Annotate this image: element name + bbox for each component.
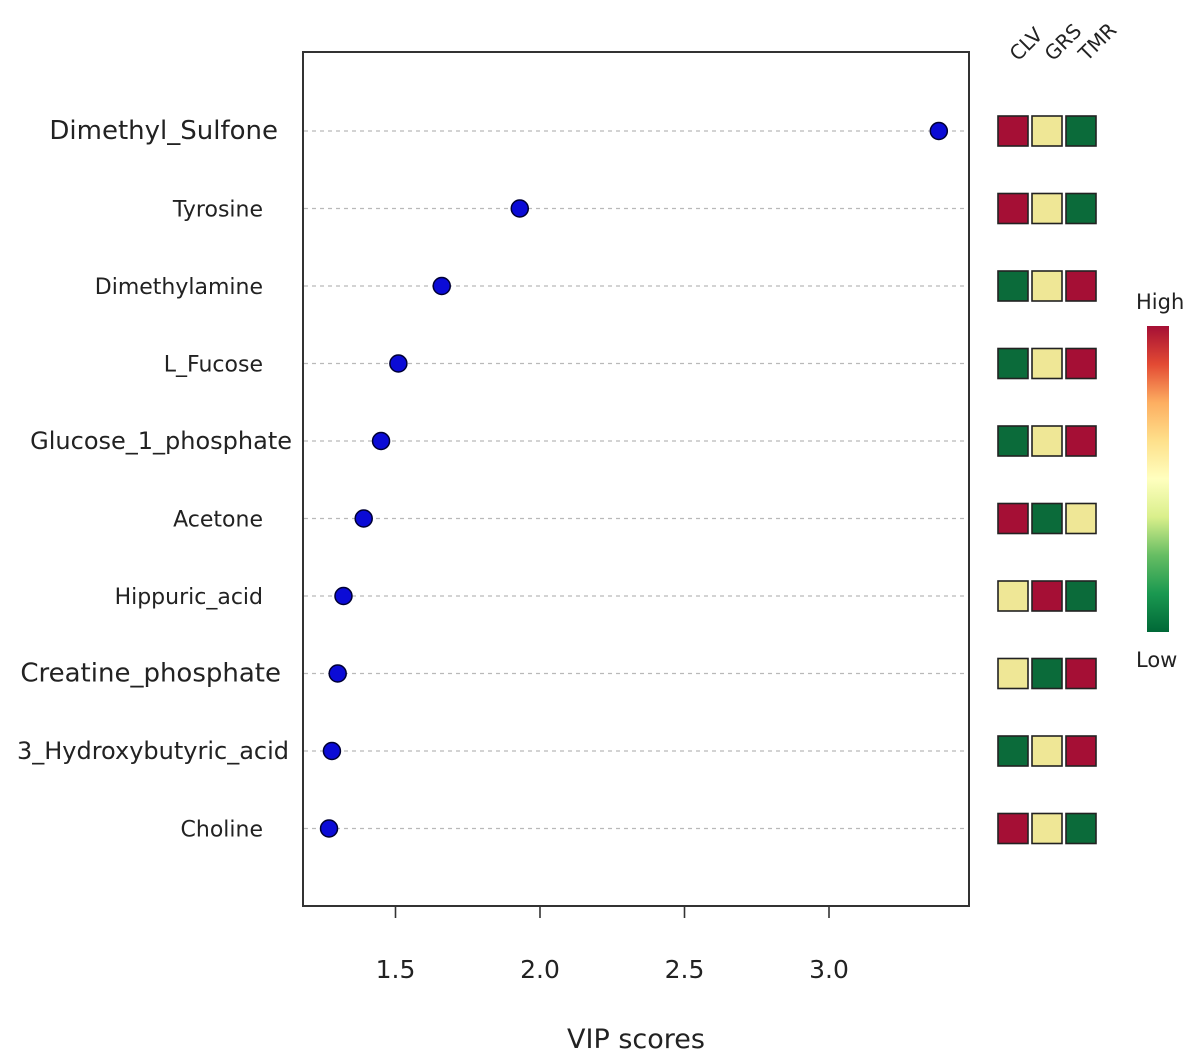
feature-labels: Dimethyl_Sulfone Tyrosine Dimethylamine L_F… — [17, 116, 292, 843]
heatmap-cell — [1031, 812, 1063, 845]
vip-point — [432, 276, 451, 296]
x-tick-label: 3.0 — [809, 955, 849, 984]
plot-frame — [302, 51, 970, 907]
feature-label: Creatine_phosphate — [20, 659, 281, 689]
vip-point — [929, 121, 949, 141]
heatmap-cell — [997, 812, 1029, 845]
feature-label: 3_Hydroxybutyric_acid — [17, 737, 289, 765]
gridlines — [304, 130, 968, 830]
heatmap-cell — [1031, 657, 1063, 690]
feature-label: Choline — [181, 818, 263, 843]
heatmap-cell — [1065, 192, 1097, 225]
heatmap-cell — [997, 657, 1029, 690]
heatmap-cell — [1065, 270, 1097, 302]
vip-point — [354, 509, 373, 528]
heatmap-cell — [997, 347, 1029, 380]
heatmap-cell — [1065, 502, 1097, 535]
heatmap-cell — [1065, 657, 1097, 690]
heatmap-cell — [1031, 580, 1063, 612]
vip-points — [319, 121, 949, 838]
feature-label: Hippuric_acid — [115, 585, 263, 610]
x-tick-label: 2.5 — [665, 955, 705, 984]
heatmap-column-header: TMR — [1073, 18, 1121, 66]
feature-label: Acetone — [173, 508, 263, 533]
vip-point — [328, 664, 347, 683]
x-axis-label: VIP scores — [567, 1024, 705, 1055]
x-tick-label: 2.0 — [520, 955, 560, 984]
vip-point — [371, 431, 391, 451]
heatmap — [997, 115, 1097, 845]
heatmap-cell — [997, 115, 1029, 147]
heatmap-cell — [1065, 115, 1097, 147]
color-legend: High Low — [1136, 290, 1184, 672]
feature-label: Tyrosine — [172, 198, 263, 223]
feature-label: Dimethylamine — [95, 275, 263, 300]
feature-label: Glucose_1_phosphate — [30, 427, 292, 455]
vip-point — [334, 586, 353, 606]
x-axis: 1.5 2.0 2.5 3.0 — [376, 905, 849, 984]
heatmap-cell — [1031, 502, 1063, 535]
x-tick-label: 1.5 — [376, 955, 416, 984]
legend-high-label: High — [1136, 290, 1184, 314]
heatmap-cell — [1031, 425, 1063, 457]
heatmap-cell — [1065, 735, 1097, 767]
heatmap-cell — [1065, 812, 1097, 845]
heatmap-cell — [1031, 735, 1063, 767]
heatmap-cell — [997, 192, 1029, 225]
heatmap-cell — [1065, 347, 1097, 380]
heatmap-cell — [997, 425, 1029, 457]
vip-point — [510, 199, 530, 218]
legend-gradient-bar — [1147, 326, 1169, 632]
heatmap-cell — [997, 580, 1029, 612]
feature-label: Dimethyl_Sulfone — [49, 116, 278, 146]
heatmap-cell — [1065, 580, 1097, 612]
heatmap-cell — [1065, 425, 1097, 457]
heatmap-cell — [997, 270, 1029, 302]
heatmap-cell — [1031, 192, 1063, 225]
heatmap-cell — [1031, 347, 1063, 380]
heatmap-cell — [1031, 115, 1063, 147]
vip-point — [322, 741, 342, 761]
heatmap-cell — [1031, 270, 1063, 302]
legend-low-label: Low — [1136, 648, 1177, 672]
heatmap-cell — [997, 502, 1029, 535]
heatmap-cell — [997, 735, 1029, 767]
feature-label: L_Fucose — [164, 353, 263, 378]
vip-point — [319, 819, 339, 838]
heatmap-column-header: CLV — [1005, 22, 1048, 65]
vip-point — [389, 354, 408, 373]
